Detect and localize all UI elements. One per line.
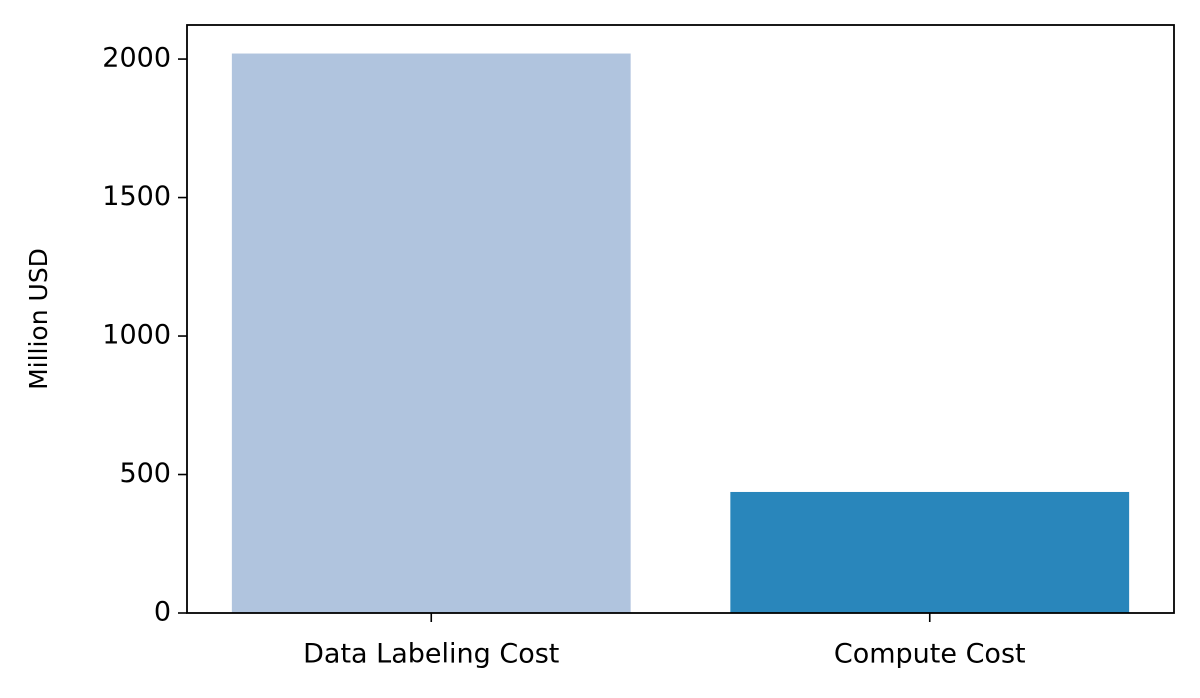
y-tick-label: 500 xyxy=(119,458,171,489)
y-axis-label: Million USD xyxy=(24,248,53,390)
x-tick-label: Compute Cost xyxy=(834,639,1026,670)
y-tick-label: 1500 xyxy=(102,181,171,212)
y-tick-label: 2000 xyxy=(102,43,171,74)
plot-frame xyxy=(186,24,1175,614)
y-tick-label: 1000 xyxy=(102,320,171,351)
x-tick-label: Data Labeling Cost xyxy=(303,639,559,670)
y-tick-label: 0 xyxy=(154,597,171,628)
bar xyxy=(231,53,631,614)
bar xyxy=(730,491,1130,613)
